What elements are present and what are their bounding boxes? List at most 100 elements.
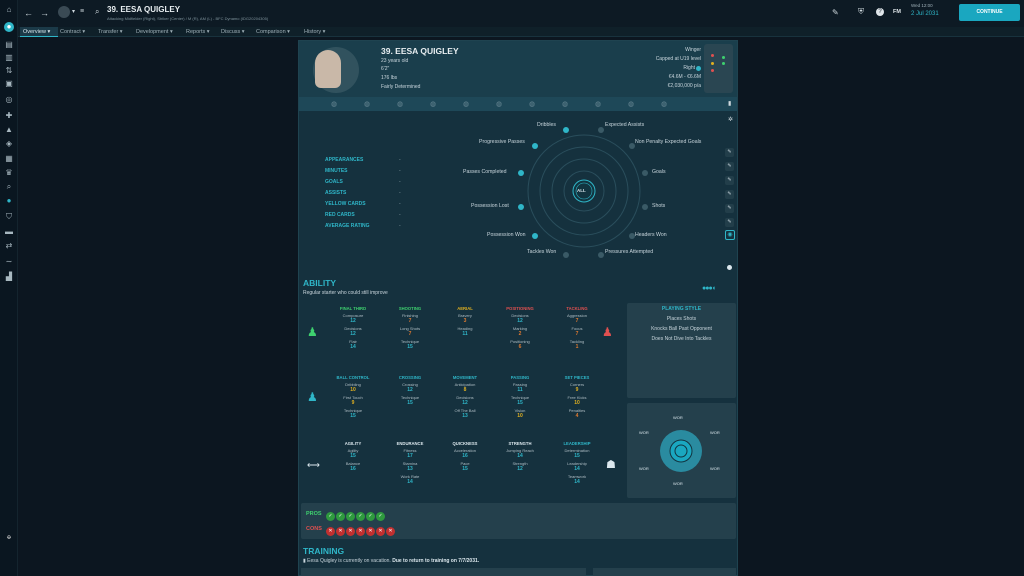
filter-icon[interactable]: ◍ <box>430 101 437 108</box>
attribute-group: TACKLING Aggression 7 Focus 7 Tackling 1 <box>547 306 607 350</box>
squad-icon[interactable]: ▥ <box>5 53 13 62</box>
schedule-icon[interactable]: ▦ <box>5 154 13 163</box>
transfers-icon[interactable]: ⇄ <box>5 241 13 250</box>
filter-icon[interactable]: ◍ <box>562 101 569 108</box>
attribute-name: Bravery <box>458 313 472 318</box>
filter-icon[interactable]: ◍ <box>496 101 503 108</box>
trash-icon[interactable]: ▮ <box>728 101 732 107</box>
info-icon[interactable] <box>727 265 732 270</box>
attribute-name: Penalties <box>568 408 586 413</box>
attribute-value: 17 <box>407 453 413 459</box>
tab-overview[interactable]: Overview ▾ <box>20 27 58 37</box>
con-icon[interactable]: ✕ <box>366 527 375 537</box>
con-icon[interactable]: ✕ <box>326 527 335 537</box>
radar-dot[interactable] <box>518 204 524 210</box>
search-icon[interactable]: ⌕ <box>6 182 12 191</box>
radar-filter-icon[interactable]: ✎ <box>725 176 734 185</box>
tactics-icon[interactable]: ⇅ <box>5 66 13 75</box>
finances-icon[interactable]: ▬ <box>5 227 13 236</box>
pro-icon[interactable]: ✓ <box>366 512 375 522</box>
position-label[interactable]: WOR <box>710 466 720 471</box>
radar-dot[interactable] <box>642 204 648 210</box>
tab-history[interactable]: History ▾ <box>304 29 326 35</box>
filter-icon[interactable]: ◍ <box>397 101 404 108</box>
radar-dot[interactable] <box>629 233 635 239</box>
radar-filter-icon[interactable]: ✎ <box>725 204 734 213</box>
radar-dot[interactable] <box>532 143 538 149</box>
radar-dot[interactable] <box>598 127 604 133</box>
con-icon[interactable]: ✕ <box>386 527 395 537</box>
settings-icon[interactable]: ✲ <box>728 117 734 123</box>
filter-icon[interactable]: ◍ <box>463 101 470 108</box>
position-minimap[interactable] <box>704 44 733 93</box>
training-icon[interactable]: ◎ <box>5 95 13 104</box>
tab-transfer[interactable]: Transfer ▾ <box>98 29 123 35</box>
player-icon[interactable]: ● <box>6 196 12 205</box>
home-icon[interactable]: ⌂ <box>6 5 12 14</box>
pro-icon[interactable]: ✓ <box>326 512 335 522</box>
tab-comparison[interactable]: Comparison ▾ <box>256 29 290 35</box>
ability-title: ABILITY <box>303 278 337 288</box>
club-vision-icon[interactable]: ▟ <box>5 272 13 281</box>
filter-icon[interactable]: ◍ <box>661 101 668 108</box>
back-icon[interactable]: ← <box>24 8 33 18</box>
inbox-icon[interactable]: ▤ <box>5 40 13 49</box>
forward-icon[interactable]: → <box>40 8 49 18</box>
club-badge-icon[interactable]: ● <box>4 22 14 32</box>
tab-contract[interactable]: Contract ▾ <box>60 29 86 35</box>
menu-icon[interactable]: ≡ <box>80 8 85 15</box>
radar-filter-icon[interactable]: ✎ <box>725 218 734 227</box>
radar-center-label[interactable]: ALL <box>577 188 586 193</box>
staff-icon[interactable]: ▣ <box>5 79 13 88</box>
shield-icon[interactable]: ⛉ <box>6 212 12 221</box>
radar-dot[interactable] <box>629 143 635 149</box>
con-icon[interactable]: ✕ <box>336 527 345 537</box>
radar-dot[interactable] <box>598 252 604 258</box>
con-icon[interactable]: ✕ <box>346 527 355 537</box>
trophy-icon[interactable]: ♛ <box>5 168 13 177</box>
radar-active-filter-icon[interactable]: ◉ <box>725 230 735 240</box>
position-label[interactable]: WOR <box>710 430 720 435</box>
tab-development[interactable]: Development ▾ <box>136 29 173 35</box>
position-label[interactable]: WOR <box>639 430 649 435</box>
filter-icon[interactable]: ◍ <box>364 101 371 108</box>
radar-dot[interactable] <box>642 170 648 176</box>
search-icon[interactable]: ⌕ <box>95 7 100 16</box>
club-crest-icon[interactable]: ⛨ <box>858 7 864 16</box>
scouting-icon[interactable]: ◈ <box>5 139 13 148</box>
dropdown-icon[interactable]: ▾ <box>72 9 76 15</box>
tab-reports[interactable]: Reports ▾ <box>186 29 210 35</box>
edit-icon[interactable]: ✎ <box>832 8 839 17</box>
filter-icon[interactable]: ◍ <box>331 101 338 108</box>
pro-icon[interactable]: ✓ <box>346 512 355 522</box>
attribute-value: 9 <box>575 387 579 393</box>
filter-icon[interactable]: ◍ <box>529 101 536 108</box>
medical-icon[interactable]: ✚ <box>5 111 13 120</box>
radar-dot[interactable] <box>518 170 524 176</box>
position-label[interactable]: WOR <box>673 415 683 420</box>
stat-value: - <box>399 223 401 229</box>
pro-icon[interactable]: ✓ <box>356 512 365 522</box>
fm-logo[interactable]: FM <box>893 9 901 15</box>
radar-dot[interactable] <box>532 233 538 239</box>
con-icon[interactable]: ✕ <box>356 527 365 537</box>
tab-discuss[interactable]: Discuss ▾ <box>221 29 245 35</box>
radar-filter-icon[interactable]: ✎ <box>725 190 734 199</box>
radar-filter-icon[interactable]: ✎ <box>725 162 734 171</box>
radar-dot[interactable] <box>563 127 569 133</box>
filter-icon[interactable]: ◍ <box>628 101 635 108</box>
con-icon[interactable]: ✕ <box>376 527 385 537</box>
radar-filter-icon[interactable]: ✎ <box>725 148 734 157</box>
help-icon[interactable]: ? <box>876 8 884 16</box>
radar-dot[interactable] <box>563 252 569 258</box>
continue-button[interactable]: CONTINUE <box>959 4 1020 21</box>
training-text: Eesa Quigley is currently on vacation. <box>307 558 391 564</box>
dynamics-icon[interactable]: ▲ <box>5 125 13 134</box>
pro-icon[interactable]: ✓ <box>336 512 345 522</box>
position-label[interactable]: WOR <box>673 481 683 486</box>
stats-icon[interactable]: ∼ <box>5 257 13 266</box>
filter-icon[interactable]: ◍ <box>595 101 602 108</box>
position-label[interactable]: WOR <box>639 466 649 471</box>
playing-style-item: Places Shots <box>666 316 697 322</box>
pro-icon[interactable]: ✓ <box>376 512 385 522</box>
